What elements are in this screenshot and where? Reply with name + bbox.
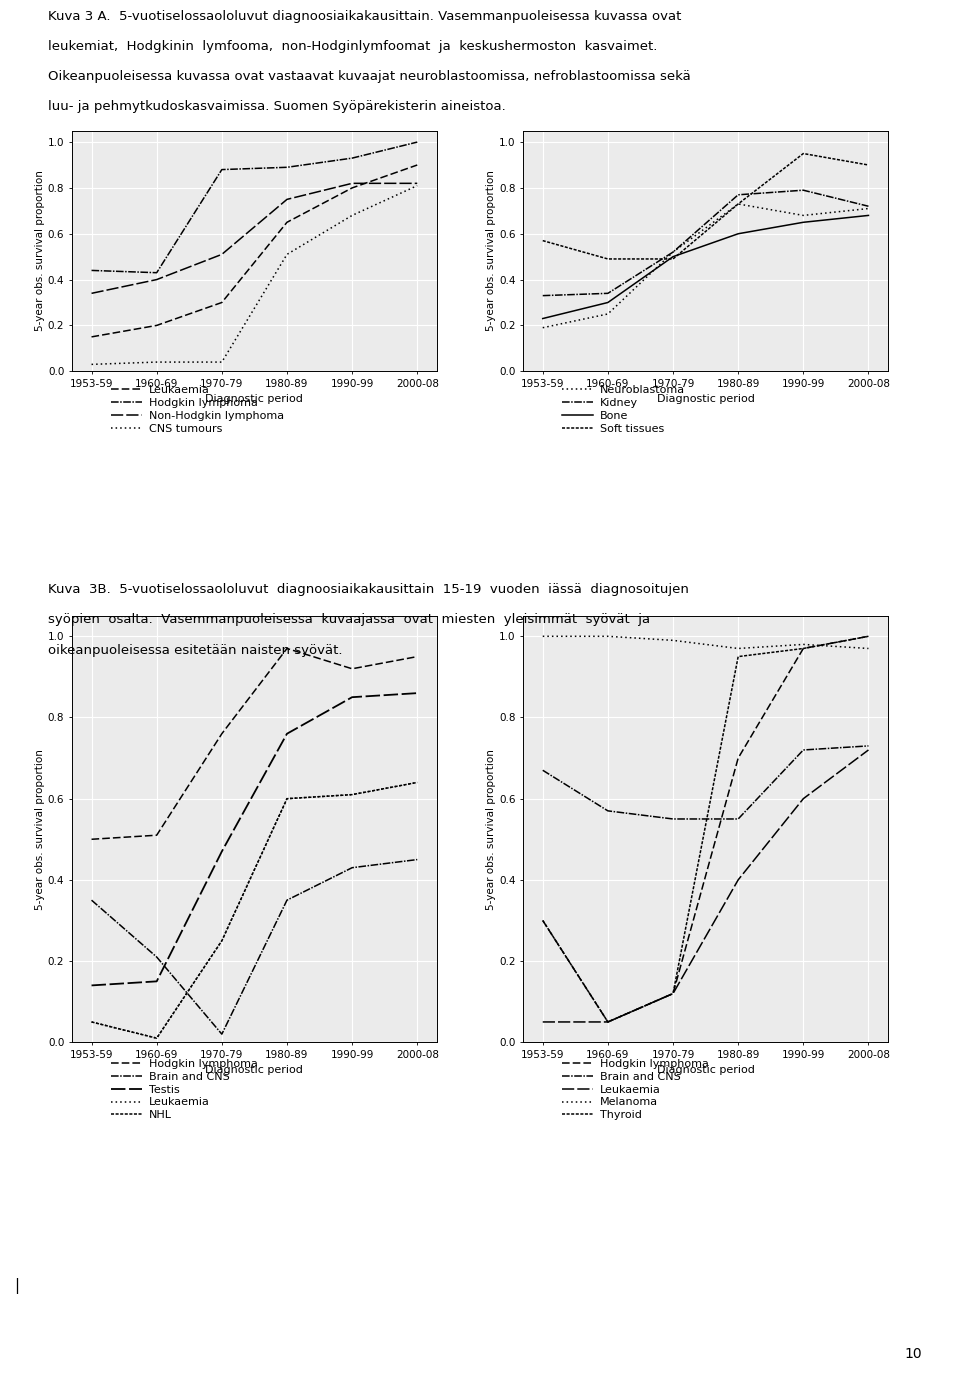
X-axis label: Diagnostic period: Diagnostic period (657, 1066, 755, 1075)
Text: Kuva  3B.  5-vuotiselossaololuvut  diagnoosiaikakausittain  15-19  vuoden  iässä: Kuva 3B. 5-vuotiselossaololuvut diagnoos… (48, 583, 689, 595)
Text: oikeanpuoleisessa esitetään naisten syövät.: oikeanpuoleisessa esitetään naisten syöv… (48, 644, 343, 656)
Y-axis label: 5-year obs. survival proportion: 5-year obs. survival proportion (36, 170, 45, 331)
Text: leukemiat,  Hodgkinin  lymfooma,  non-Hodginlymfoomat  ja  keskushermoston  kasv: leukemiat, Hodgkinin lymfooma, non-Hodgi… (48, 40, 658, 52)
Text: |: | (14, 1277, 19, 1294)
Y-axis label: 5-year obs. survival proportion: 5-year obs. survival proportion (36, 748, 45, 910)
Text: syöpien  osalta.  Vasemmanpuoleisessa  kuvaajassa  ovat  miesten  yleisimmät  sy: syöpien osalta. Vasemmanpuoleisessa kuva… (48, 613, 650, 626)
Legend: Neuroblastoma, Kidney, Bone, Soft tissues: Neuroblastoma, Kidney, Bone, Soft tissue… (558, 381, 689, 439)
Y-axis label: 5-year obs. survival proportion: 5-year obs. survival proportion (487, 748, 496, 910)
X-axis label: Diagnostic period: Diagnostic period (657, 395, 755, 404)
X-axis label: Diagnostic period: Diagnostic period (205, 395, 303, 404)
Text: luu- ja pehmytkudoskasvaimissa. Suomen Syöpärekisterin aineistoa.: luu- ja pehmytkudoskasvaimissa. Suomen S… (48, 100, 506, 113)
Legend: Hodgkin lymphoma, Brain and CNS, Testis, Leukaemia, NHL: Hodgkin lymphoma, Brain and CNS, Testis,… (107, 1055, 262, 1125)
Text: 10: 10 (904, 1348, 922, 1361)
Legend: Leukaemia, Hodgkin lymphoma, Non-Hodgkin lymphoma, CNS tumours: Leukaemia, Hodgkin lymphoma, Non-Hodgkin… (107, 381, 288, 439)
Y-axis label: 5-year obs. survival proportion: 5-year obs. survival proportion (487, 170, 496, 331)
X-axis label: Diagnostic period: Diagnostic period (205, 1066, 303, 1075)
Text: Kuva 3 A.  5-vuotiselossaololuvut diagnoosiaikakausittain. Vasemmanpuoleisessa k: Kuva 3 A. 5-vuotiselossaololuvut diagnoo… (48, 10, 682, 22)
Legend: Hodgkin lymphoma, Brain and CNS, Leukaemia, Melanoma, Thyroid: Hodgkin lymphoma, Brain and CNS, Leukaem… (558, 1055, 713, 1125)
Text: Oikeanpuoleisessa kuvassa ovat vastaavat kuvaajat neuroblastoomissa, nefroblasto: Oikeanpuoleisessa kuvassa ovat vastaavat… (48, 70, 691, 82)
